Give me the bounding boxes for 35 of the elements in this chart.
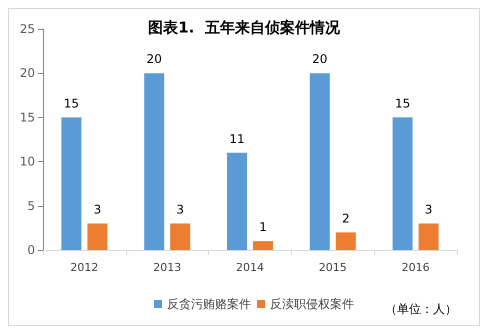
y-tick-label: 20 (20, 66, 35, 80)
data-label: 3 (424, 202, 432, 216)
x-tick-label: 2012 (70, 261, 98, 274)
x-tick-label: 2014 (236, 261, 264, 274)
bar (61, 117, 82, 250)
legend-label: 反贪污贿赂案件 (167, 297, 251, 311)
text: （单位：人） (385, 302, 457, 316)
data-label: 1 (259, 220, 267, 234)
y-tick-label: 0 (27, 243, 35, 257)
x-tick-label: 2016 (402, 261, 430, 274)
y-tick-label: 15 (20, 110, 35, 124)
bar (87, 223, 108, 250)
data-label: 11 (229, 132, 245, 146)
chart-title: 图表1. 五年来自侦案件情况 (148, 18, 341, 36)
legend-label: 反渎职侵权案件 (270, 297, 354, 311)
bar (336, 232, 356, 250)
data-label: 2 (342, 211, 350, 226)
data-label: 20 (146, 52, 162, 66)
y-tick-label: 25 (20, 22, 35, 36)
x-tick-label: 2013 (153, 261, 182, 274)
y-tick-label: 10 (20, 154, 35, 169)
data-label: 20 (312, 52, 328, 66)
data-label: 15 (394, 96, 410, 110)
bar (418, 223, 439, 250)
y-tick-label: 5 (27, 198, 35, 213)
x-tick-label: 2015 (318, 261, 347, 274)
data-label: 3 (176, 202, 184, 216)
bar (392, 117, 413, 250)
data-label: 15 (64, 96, 80, 110)
bar (144, 73, 164, 250)
bar (227, 152, 247, 250)
bar (310, 73, 330, 250)
bar (253, 241, 273, 250)
bar (170, 223, 190, 250)
data-label: 3 (94, 202, 102, 216)
